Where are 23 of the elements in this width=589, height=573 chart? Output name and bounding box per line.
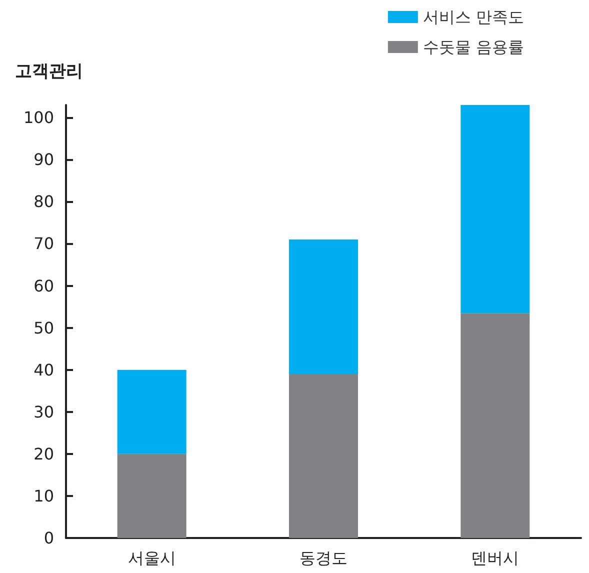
- y-axis-title: 고객관리: [15, 62, 83, 82]
- y-tick-label: 0: [44, 528, 54, 548]
- y-tick-label: 50: [34, 318, 54, 338]
- y-tick-label: 80: [34, 192, 54, 212]
- x-tick-label: 서울시: [128, 548, 176, 568]
- x-tick-label: 덴버시: [471, 548, 520, 568]
- y-tick-label: 60: [34, 276, 54, 296]
- bar: [289, 374, 358, 538]
- y-tick-label: 30: [34, 402, 54, 422]
- y-tick-label: 20: [34, 444, 54, 464]
- bar: [460, 313, 530, 538]
- x-tick-label: 동경도: [300, 548, 348, 568]
- y-tick-label: 100: [23, 108, 54, 128]
- bar: [117, 454, 186, 538]
- bar: [117, 370, 186, 454]
- y-tick-label: 10: [34, 486, 54, 506]
- legend-label: 서비스 만족도: [422, 8, 524, 26]
- y-tick-label: 70: [34, 234, 54, 254]
- y-tick-label: 90: [34, 150, 54, 170]
- bar: [289, 240, 358, 374]
- bar: [460, 105, 530, 314]
- legend-label: 수돗물 음용률: [422, 38, 524, 56]
- y-tick-label: 40: [34, 360, 54, 380]
